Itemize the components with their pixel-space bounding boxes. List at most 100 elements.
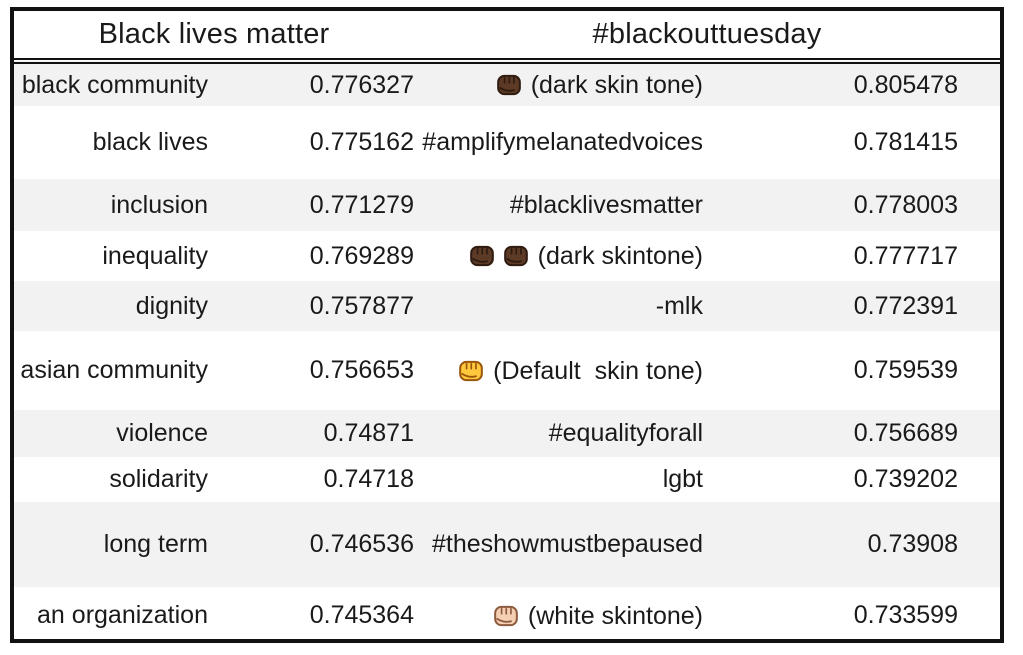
table-body: black community 0.776327 (dark skin tone… — [14, 61, 1000, 644]
similarity-table-grid: Black lives matter #blackouttuesday blac… — [14, 11, 1000, 644]
right-similarity-value: 0.733599 — [853, 601, 958, 629]
table-row: violence 0.74871 #equalityforall 0.75668… — [14, 410, 1000, 457]
table-row: inclusion 0.771279 #blacklivesmatter 0.7… — [14, 179, 1000, 231]
left-term-text: black lives — [92, 128, 208, 156]
left-term-cell: inclusion — [14, 179, 214, 231]
right-value-cell: 0.772391 — [707, 281, 1000, 331]
right-term-cell: #theshowmustbepaused — [414, 502, 707, 587]
right-term-text: #blacklivesmatter — [509, 190, 703, 219]
left-term-text: an organization — [37, 601, 208, 629]
left-term-cell: solidarity — [14, 457, 214, 502]
left-term-text: long term — [103, 530, 208, 558]
similarity-table: Black lives matter #blackouttuesday blac… — [10, 7, 1004, 643]
right-value-cell: 0.739202 — [707, 457, 1000, 502]
right-term-cell: #blacklivesmatter — [414, 179, 707, 231]
table-row: dignity 0.757877 -mlk 0.772391 — [14, 281, 1000, 331]
right-term-text: #amplifymelanatedvoices — [422, 128, 703, 156]
right-value-cell: 0.759539 — [707, 331, 1000, 410]
emoji-slot — [494, 71, 531, 99]
emoji-slot — [467, 242, 538, 270]
left-term-text: asian community — [20, 356, 208, 384]
right-term-text: (white skintone) — [527, 601, 703, 630]
left-similarity-value: 0.746536 — [309, 530, 414, 558]
right-term-text: (Default skin tone) — [493, 356, 703, 385]
right-value-cell: 0.756689 — [707, 410, 1000, 457]
left-term-text: violence — [116, 419, 208, 447]
left-term-cell: asian community — [14, 331, 214, 410]
left-value-cell: 0.771279 — [214, 179, 414, 231]
left-similarity-value: 0.776327 — [309, 70, 414, 99]
left-similarity-value: 0.74871 — [323, 419, 414, 447]
right-term-text: #theshowmustbepaused — [431, 530, 703, 558]
right-term-cell: (Default skin tone) — [414, 331, 707, 410]
right-term-text: lgbt — [662, 465, 703, 493]
right-term-cell: lgbt — [414, 457, 707, 502]
left-term-cell: black community — [14, 61, 214, 106]
left-term-cell: dignity — [14, 281, 214, 331]
right-similarity-value: 0.805478 — [853, 70, 958, 99]
right-value-cell: 0.805478 — [707, 61, 1000, 106]
right-similarity-value: 0.772391 — [853, 291, 958, 320]
header-row: Black lives matter #blackouttuesday — [14, 11, 1000, 64]
left-term-cell: long term — [14, 502, 214, 587]
left-value-cell: 0.757877 — [214, 281, 414, 331]
left-term-text: black community — [21, 70, 208, 99]
left-value-cell: 0.756653 — [214, 331, 414, 410]
column-header-blackouttuesday: #blackouttuesday — [414, 11, 1000, 64]
right-term-cell: (dark skintone) — [414, 231, 707, 281]
left-similarity-value: 0.775162 — [309, 128, 414, 156]
table-row: inequality 0.769289 (dark skintone) 0.77… — [14, 231, 1000, 281]
left-value-cell: 0.74871 — [214, 410, 414, 457]
right-value-cell: 0.73908 — [707, 502, 1000, 587]
emoji-slot — [491, 602, 528, 630]
column-header-black-lives-matter: Black lives matter — [14, 11, 414, 64]
left-similarity-value: 0.74718 — [323, 465, 414, 493]
table-row: black community 0.776327 (dark skin tone… — [14, 61, 1000, 106]
right-similarity-value: 0.778003 — [853, 190, 958, 219]
right-term-text: (dark skin tone) — [530, 71, 703, 99]
left-similarity-value: 0.757877 — [309, 291, 414, 320]
left-value-cell: 0.776327 — [214, 61, 414, 106]
right-term-cell: -mlk — [414, 281, 707, 331]
table-row: solidarity 0.74718 lgbt 0.739202 — [14, 457, 1000, 502]
raised-fist-dark-skin-tone-icon — [503, 245, 528, 267]
right-similarity-value: 0.756689 — [853, 419, 958, 447]
left-term-text: inclusion — [110, 190, 208, 219]
right-term-cell: (white skintone) — [414, 587, 707, 644]
right-value-cell: 0.778003 — [707, 179, 1000, 231]
table-row: asian community 0.756653 (Default skin t… — [14, 331, 1000, 410]
left-value-cell: 0.769289 — [214, 231, 414, 281]
raised-fist-dark-skin-tone-icon — [496, 74, 521, 96]
right-term-cell: #amplifymelanatedvoices — [414, 106, 707, 179]
left-term-cell: an organization — [14, 587, 214, 644]
right-similarity-value: 0.777717 — [853, 241, 958, 270]
raised-fist-light-skin-tone-icon — [494, 605, 518, 626]
emoji-slot — [456, 357, 493, 385]
left-similarity-value: 0.771279 — [309, 190, 414, 219]
right-value-cell: 0.777717 — [707, 231, 1000, 281]
right-value-cell: 0.733599 — [707, 587, 1000, 644]
left-similarity-value: 0.756653 — [309, 356, 414, 384]
right-value-cell: 0.781415 — [707, 106, 1000, 179]
right-similarity-value: 0.739202 — [853, 465, 958, 493]
right-term-text: (dark skintone) — [537, 242, 703, 270]
left-similarity-value: 0.769289 — [309, 241, 414, 270]
right-term-text: #equalityforall — [548, 419, 703, 447]
left-value-cell: 0.74718 — [214, 457, 414, 502]
right-term-text: -mlk — [655, 291, 703, 320]
left-term-text: inequality — [102, 241, 208, 270]
table-row: black lives 0.775162 #amplifymelanatedvo… — [14, 106, 1000, 179]
left-value-cell: 0.746536 — [214, 502, 414, 587]
left-similarity-value: 0.745364 — [309, 601, 414, 629]
table-row: an organization 0.745364 (white skintone… — [14, 587, 1000, 644]
raised-fist-default-icon — [459, 360, 484, 381]
left-value-cell: 0.745364 — [214, 587, 414, 644]
right-term-cell: (dark skin tone) — [414, 61, 707, 106]
left-term-cell: inequality — [14, 231, 214, 281]
right-similarity-value: 0.759539 — [853, 356, 958, 384]
left-term-cell: violence — [14, 410, 214, 457]
table-row: long term 0.746536 #theshowmustbepaused … — [14, 502, 1000, 587]
left-term-text: solidarity — [109, 465, 208, 493]
right-similarity-value: 0.781415 — [853, 128, 958, 156]
